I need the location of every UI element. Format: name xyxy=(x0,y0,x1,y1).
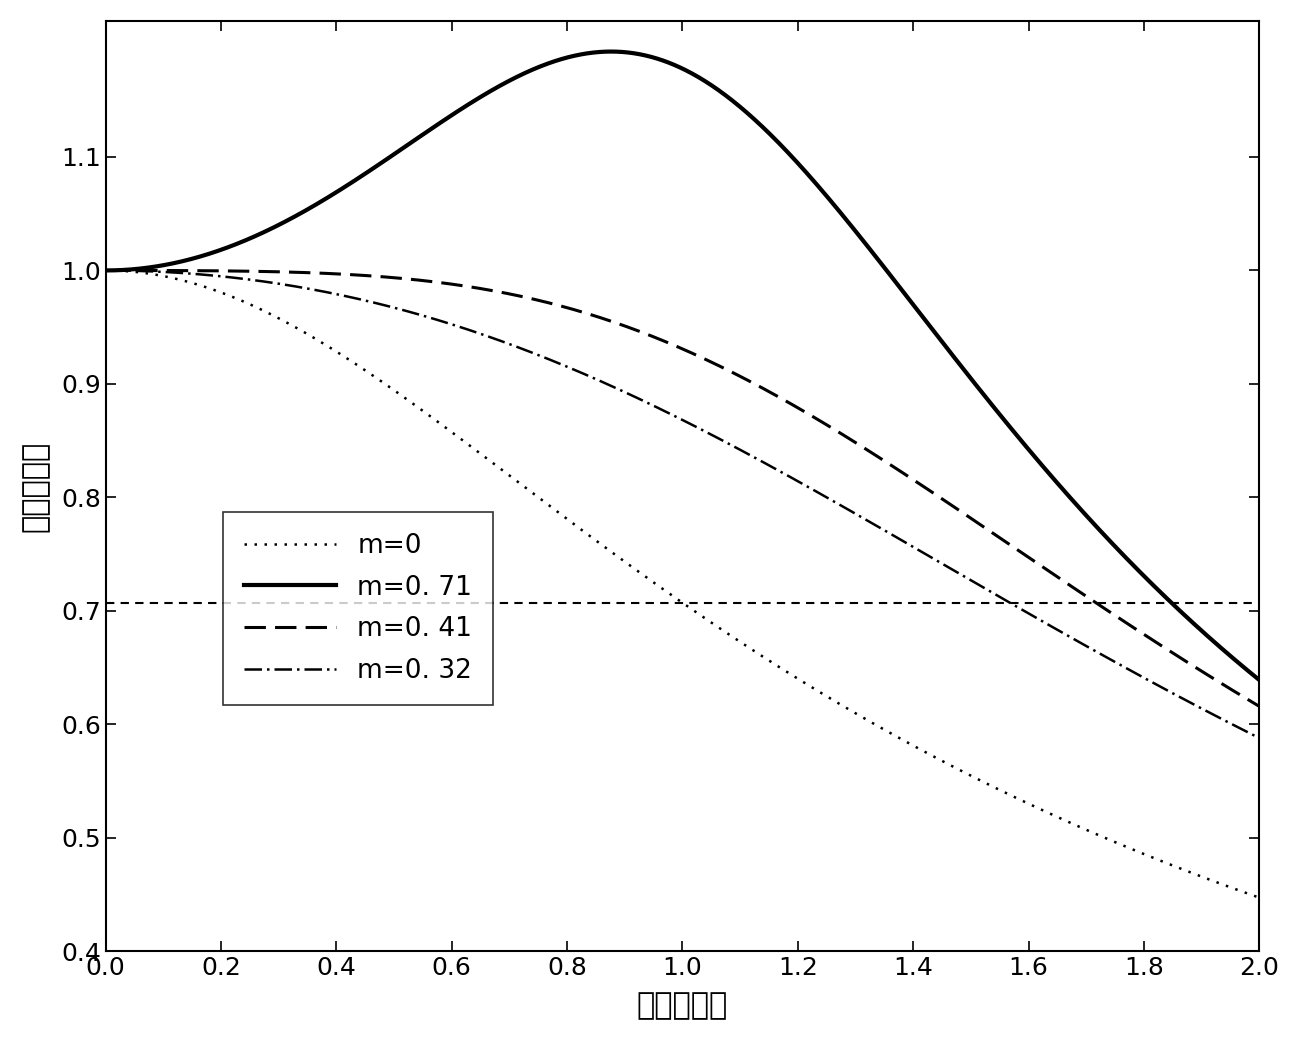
m=0. 41 xyxy=(541,297,556,309)
m=0. 71 xyxy=(1252,674,1267,686)
m=0. 32 xyxy=(229,272,244,284)
X-axis label: 归一化频率: 归一化频率 xyxy=(637,991,728,1020)
Line: m=0. 71: m=0. 71 xyxy=(105,52,1260,680)
Legend: m=0, m=0. 71, m=0. 41, m=0. 32: m=0, m=0. 71, m=0. 41, m=0. 32 xyxy=(222,512,493,706)
m=0. 32 xyxy=(98,264,113,277)
m=0. 41 xyxy=(229,264,244,277)
m=0. 41 xyxy=(590,310,606,323)
m=0. 71 xyxy=(98,264,113,277)
m=0. 71 xyxy=(1105,537,1121,550)
m=0. 71 xyxy=(603,46,619,58)
m=0 xyxy=(541,499,556,511)
m=0. 71 xyxy=(298,204,313,217)
m=0 xyxy=(1252,891,1267,904)
m=0. 41 xyxy=(1228,686,1244,699)
m=0. 41 xyxy=(1252,700,1267,712)
m=0. 71 xyxy=(541,57,556,70)
m=0. 41 xyxy=(298,266,313,279)
m=0. 32 xyxy=(1252,732,1267,744)
m=0 xyxy=(98,264,113,277)
Y-axis label: 归一化增益: 归一化增益 xyxy=(21,440,49,532)
m=0. 71 xyxy=(229,237,244,250)
m=0 xyxy=(590,536,606,549)
Line: m=0. 32: m=0. 32 xyxy=(105,271,1260,738)
m=0. 32 xyxy=(590,374,606,386)
m=0. 32 xyxy=(1105,654,1121,666)
m=0. 71 xyxy=(1228,655,1244,667)
m=0 xyxy=(229,293,244,305)
m=0. 32 xyxy=(1228,720,1244,733)
m=0. 41 xyxy=(1105,607,1121,619)
m=0 xyxy=(298,327,313,339)
m=0. 32 xyxy=(298,282,313,295)
Line: m=0. 41: m=0. 41 xyxy=(105,271,1260,706)
m=0. 32 xyxy=(541,353,556,365)
m=0. 71 xyxy=(590,46,606,58)
Line: m=0: m=0 xyxy=(105,271,1260,897)
m=0. 41 xyxy=(98,264,113,277)
m=0 xyxy=(1105,835,1121,847)
m=0 xyxy=(1228,883,1244,895)
